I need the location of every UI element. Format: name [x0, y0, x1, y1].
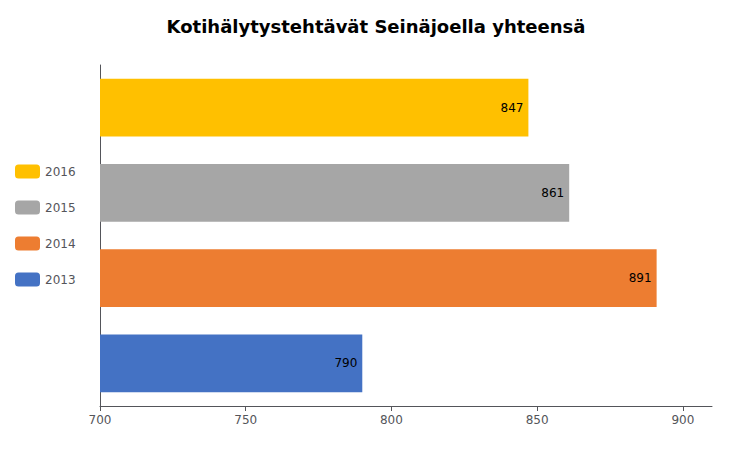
svg-text:891: 891: [629, 271, 652, 285]
svg-text:2014: 2014: [45, 237, 76, 251]
svg-text:800: 800: [380, 413, 403, 427]
svg-text:2013: 2013: [45, 273, 76, 287]
svg-text:900: 900: [671, 413, 694, 427]
svg-text:861: 861: [541, 186, 564, 200]
svg-text:850: 850: [526, 413, 549, 427]
svg-text:750: 750: [234, 413, 257, 427]
svg-text:847: 847: [500, 101, 523, 115]
svg-text:790: 790: [334, 356, 357, 370]
svg-text:2016: 2016: [45, 165, 76, 179]
svg-text:Kotihälytystehtävät Seinäjoell: Kotihälytystehtävät Seinäjoella yhteensä: [167, 16, 586, 37]
svg-text:2015: 2015: [45, 201, 76, 215]
svg-text:700: 700: [89, 413, 112, 427]
